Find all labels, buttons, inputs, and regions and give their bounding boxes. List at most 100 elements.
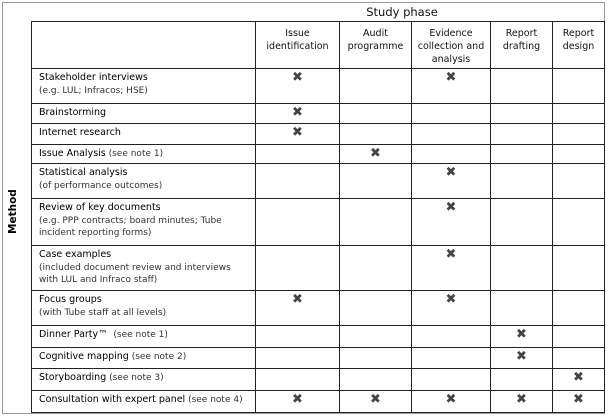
- cross-mark-icon: ✖: [490, 390, 553, 413]
- empty-cell: [490, 163, 553, 199]
- table-row: Issue Analysis (see note 1) ✖: [31, 144, 605, 164]
- cross-mark-icon: ✖: [411, 198, 491, 246]
- method-title: Issue Analysis: [39, 148, 106, 159]
- cross-mark-icon: ✖: [552, 368, 605, 391]
- methods-table: Issue identification Audit programme Evide…: [31, 21, 605, 413]
- column-header: Audit programme: [339, 21, 412, 69]
- method-note: (e.g. LUL; Infracos; HSE): [39, 85, 148, 96]
- method-cell: Dinner Party™ (see note 1): [31, 325, 256, 348]
- corner-cell: [31, 21, 256, 69]
- empty-cell: [255, 198, 340, 246]
- method-title: Statistical analysis: [39, 167, 128, 178]
- cross-mark-icon: ✖: [411, 390, 491, 413]
- method-cell: Statistical analysis (of performance outc…: [31, 163, 256, 199]
- empty-cell: [490, 198, 553, 246]
- empty-cell: [552, 103, 605, 124]
- method-title: Focus groups: [39, 294, 102, 305]
- cross-mark-icon: ✖: [339, 390, 412, 413]
- method-cell: Consultation with expert panel (see note…: [31, 390, 256, 413]
- empty-cell: [411, 368, 491, 391]
- method-cell: Case examples (included document review a…: [31, 245, 256, 291]
- method-note: (see note 1): [105, 149, 164, 159]
- empty-cell: [411, 103, 491, 124]
- table-row: Statistical analysis (of performance outc…: [31, 163, 605, 199]
- empty-cell: [411, 347, 491, 369]
- method-cell: Brainstorming: [31, 103, 256, 124]
- empty-cell: [490, 68, 553, 104]
- cross-mark-icon: ✖: [411, 290, 491, 326]
- method-note: (of performance outcomes): [39, 180, 163, 191]
- empty-cell: [339, 198, 412, 246]
- cross-mark-icon: ✖: [490, 325, 553, 348]
- cross-mark-icon: ✖: [339, 144, 412, 164]
- empty-cell: [552, 245, 605, 291]
- method-title: Review of key documents: [39, 202, 161, 213]
- empty-cell: [490, 368, 553, 391]
- table-row: Focus groups (with Tube staff at all leve…: [31, 290, 605, 326]
- empty-cell: [411, 123, 491, 145]
- empty-cell: [552, 68, 605, 104]
- empty-cell: [552, 144, 605, 164]
- empty-cell: [552, 347, 605, 369]
- cross-mark-icon: ✖: [255, 103, 340, 124]
- empty-cell: [490, 245, 553, 291]
- empty-cell: [552, 325, 605, 348]
- method-cell: Stakeholder interviews (e.g. LUL; Infraco…: [31, 68, 256, 104]
- method-title: Storyboarding: [39, 372, 107, 383]
- empty-cell: [255, 368, 340, 391]
- method-cell: Internet research: [31, 123, 256, 145]
- empty-cell: [255, 144, 340, 164]
- column-header: Evidence collection and analysis: [411, 21, 491, 69]
- table-row: Dinner Party™ (see note 1) ✖: [31, 325, 605, 348]
- table-row: Cognitive mapping (see note 2) ✖: [31, 347, 605, 369]
- table-row: Review of key documents (e.g. PPP contrac…: [31, 198, 605, 246]
- method-note: (see note 2): [128, 352, 187, 362]
- cross-mark-icon: ✖: [411, 163, 491, 199]
- empty-cell: [339, 123, 412, 145]
- empty-cell: [411, 325, 491, 348]
- method-note: (e.g. PPP contracts; board minutes; Tube…: [39, 215, 222, 239]
- cross-mark-icon: ✖: [255, 290, 340, 326]
- cross-mark-icon: ✖: [255, 123, 340, 145]
- empty-cell: [552, 198, 605, 246]
- empty-cell: [490, 290, 553, 326]
- empty-cell: [339, 325, 412, 348]
- method-cell: Storyboarding (see note 3): [31, 368, 256, 391]
- method-title: Brainstorming: [39, 107, 107, 118]
- empty-cell: [552, 123, 605, 145]
- cross-mark-icon: ✖: [552, 390, 605, 413]
- method-title: Internet research: [39, 127, 121, 138]
- table-row: Brainstorming ✖: [31, 103, 605, 124]
- cross-mark-icon: ✖: [490, 347, 553, 369]
- empty-cell: [411, 144, 491, 164]
- table-frame: [2, 2, 605, 414]
- empty-cell: [490, 144, 553, 164]
- table-row: Stakeholder interviews (e.g. LUL; Infraco…: [31, 68, 605, 104]
- method-title: Stakeholder interviews: [39, 72, 148, 83]
- method-heading: Method: [7, 189, 19, 234]
- table-row: Internet research ✖: [31, 123, 605, 145]
- method-cell: Review of key documents (e.g. PPP contrac…: [31, 198, 256, 246]
- empty-cell: [255, 245, 340, 291]
- column-header: Report design: [552, 21, 605, 69]
- cross-mark-icon: ✖: [411, 245, 491, 291]
- table-row: Consultation with expert panel (see note…: [31, 390, 605, 413]
- empty-cell: [339, 368, 412, 391]
- empty-cell: [255, 325, 340, 348]
- method-title: Consultation with expert panel: [39, 394, 186, 405]
- empty-cell: [255, 163, 340, 199]
- empty-cell: [339, 245, 412, 291]
- table-row: Storyboarding (see note 3) ✖: [31, 368, 605, 391]
- empty-cell: [339, 347, 412, 369]
- method-cell: Focus groups (with Tube staff at all leve…: [31, 290, 256, 326]
- method-cell: Issue Analysis (see note 1): [31, 144, 256, 164]
- method-title: Dinner Party™: [39, 329, 108, 340]
- method-note: (included document review and interviews…: [39, 262, 231, 286]
- cross-mark-icon: ✖: [411, 68, 491, 104]
- empty-cell: [255, 347, 340, 369]
- empty-cell: [552, 163, 605, 199]
- cross-mark-icon: ✖: [255, 390, 340, 413]
- empty-cell: [339, 290, 412, 326]
- empty-cell: [339, 103, 412, 124]
- empty-cell: [339, 163, 412, 199]
